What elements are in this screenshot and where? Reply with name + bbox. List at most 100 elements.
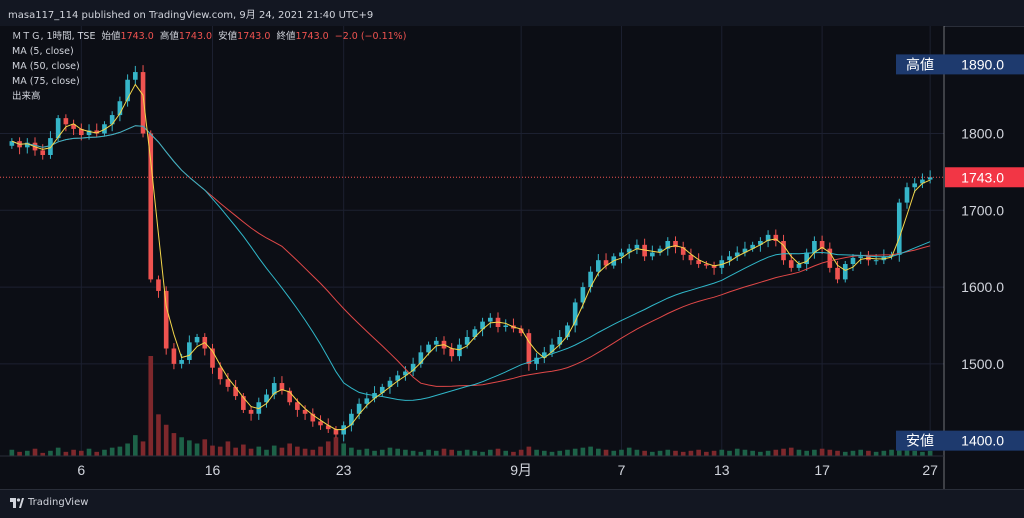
volume-bar [827, 449, 833, 456]
candle-body [619, 252, 624, 257]
volume-bar [518, 449, 524, 456]
y-tick-label: 1600.0 [961, 279, 1004, 295]
publish-bar: masa117_114 published on TradingView.com… [0, 0, 1024, 27]
volume-bar [248, 448, 254, 456]
low-tag [896, 430, 1024, 451]
volume-bar [634, 449, 640, 456]
candle-body [410, 363, 416, 372]
candle-body [187, 342, 192, 361]
candle-body [433, 340, 439, 345]
volume-bar [511, 451, 516, 456]
volume-bar [603, 449, 609, 456]
x-tick-label: 17 [814, 462, 830, 478]
tradingview-logo-icon [10, 497, 24, 508]
legend-ma5[interactable]: MA (5, close) [12, 46, 74, 57]
volume-bar [55, 447, 61, 456]
volume-bar [580, 447, 586, 456]
candle-body [704, 264, 709, 266]
candle-body [94, 130, 100, 134]
volume-bar [758, 451, 763, 456]
candle-body [395, 375, 401, 381]
candle-body [804, 252, 809, 265]
volume-bar [310, 449, 316, 456]
candle-body [596, 260, 601, 272]
price-axis[interactable]: 1800.0 1700.0 1600.0 1500.0 [961, 126, 1004, 372]
publish-text: masa117_114 published on TradingView.com… [8, 10, 374, 21]
candle-body [889, 254, 894, 257]
candle-body [487, 317, 493, 322]
x-tick-label: 27 [922, 462, 938, 478]
volume-bar [426, 449, 431, 456]
candle-body [310, 413, 316, 422]
volume-bar [526, 446, 532, 456]
volume-bar [858, 449, 864, 456]
volume-bar [318, 446, 323, 456]
candle-body [758, 241, 763, 245]
legend-volume[interactable]: 出来高 [12, 91, 41, 102]
volume-bar [750, 450, 755, 456]
volume-bar [256, 446, 262, 456]
candle-body [71, 124, 76, 129]
candle-body [86, 130, 92, 136]
candle-body [541, 352, 547, 358]
candle-body [580, 287, 586, 303]
candle-body [55, 118, 61, 139]
candle-body [727, 256, 732, 261]
candle-body [233, 386, 238, 397]
candle-body [750, 244, 755, 249]
ma50-line [11, 125, 931, 401]
volume-bar [187, 440, 192, 456]
candle-body [642, 244, 647, 257]
brand-text: TradingView [28, 497, 89, 508]
candle-body [850, 257, 856, 265]
volume-bar [225, 441, 231, 456]
volume-bar [40, 452, 46, 456]
footer: TradingView [0, 489, 1024, 518]
candle-body [665, 241, 671, 249]
volume-bar [487, 449, 493, 456]
tradingview-logo[interactable]: TradingView [10, 497, 88, 508]
high-tag-value: 1890.0 [961, 56, 1004, 72]
time-axis[interactable]: 6 16 23 9月 7 13 17 27 [77, 462, 938, 478]
volume-bar [387, 447, 393, 456]
low-value: 1743.0 [237, 31, 271, 42]
legend-ma50[interactable]: MA (50, close) [12, 61, 80, 72]
candle-body [133, 72, 138, 80]
volume-bar [264, 449, 269, 456]
y-tick-label: 1700.0 [961, 202, 1004, 218]
candle-body [9, 141, 15, 146]
y-tick-label: 1500.0 [961, 356, 1004, 372]
candle-body [657, 248, 663, 253]
volume-bar [912, 450, 918, 456]
candle-body [912, 183, 918, 188]
volume-bar [464, 449, 470, 456]
candle-body [472, 329, 478, 337]
chart-legend: ＭＴＧ, 1時間, TSE 始値1743.0 高値1743.0 安値1743.0… [12, 29, 406, 104]
volume-bar [889, 449, 894, 456]
candle-body [688, 254, 694, 261]
volume-bar [588, 446, 593, 456]
volume-bar [549, 451, 555, 456]
volume-bar [796, 449, 802, 456]
volume-bar [163, 424, 169, 456]
volume-bar [781, 448, 786, 456]
candle-body [333, 429, 339, 435]
volume-bar [395, 448, 401, 456]
candle-body [117, 101, 123, 116]
volume-bar [472, 450, 478, 456]
volume-bar [688, 450, 694, 456]
candle-body [171, 348, 177, 364]
y-tick-label: 1800.0 [961, 126, 1004, 142]
symbol-label: ＭＴＧ, 1時間, TSE [12, 31, 96, 42]
x-tick-label: 6 [77, 462, 85, 478]
candle-body [356, 403, 362, 414]
candle-body [896, 202, 902, 255]
candle-body [78, 128, 84, 136]
candle-body [464, 336, 470, 345]
volume-bar [202, 439, 208, 456]
legend-ma75[interactable]: MA (75, close) [12, 76, 80, 87]
candle-body [148, 133, 154, 280]
volume-bar [704, 451, 709, 456]
high-tag-title: 高値 [906, 56, 934, 73]
